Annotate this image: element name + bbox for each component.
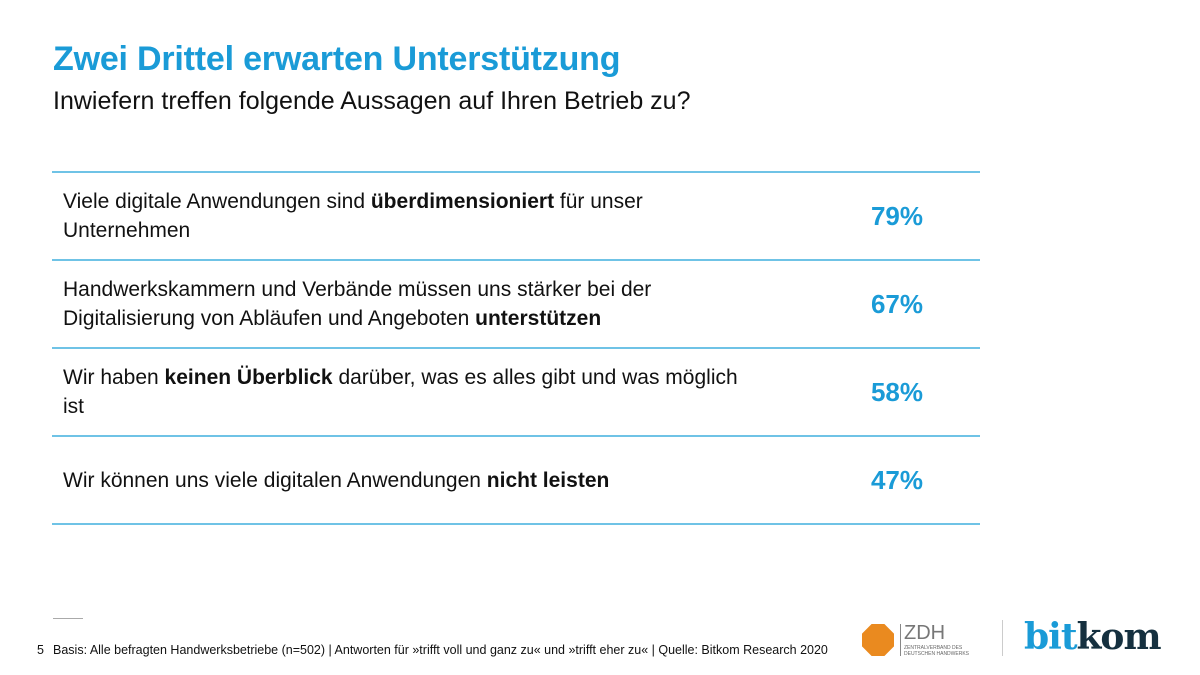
footer-divider <box>53 618 83 619</box>
percent-value: 58% <box>870 376 924 407</box>
logo-divider <box>1002 620 1003 656</box>
footer: 5 Basis: Alle befragten Handwerksbetriebe… <box>37 643 828 657</box>
statement-part: für unser Unternehmen <box>63 190 643 242</box>
statement-part: Wir können uns viele digitalen Anwendung… <box>63 468 487 492</box>
zdh-logo: ZDH ZENTRALVERBAND DES DEUTSCHEN HANDWER… <box>862 622 982 662</box>
percent-value: 47% <box>870 464 924 495</box>
statement-emphasis: nicht leisten <box>486 468 610 492</box>
table-row: Wir können uns viele digitalen Anwendung… <box>52 435 980 525</box>
statement-part: Handwerkskammern und Verbände müssen uns… <box>63 278 652 330</box>
statement-text: Wir haben keinen Überblick darüber, was … <box>63 363 763 421</box>
statement-part: darüber, was es alles gibt und was mögli… <box>63 366 738 418</box>
zdh-logo-subtitle: ZENTRALVERBAND DES DEUTSCHEN HANDWERKS <box>904 645 970 657</box>
percent-value: 67% <box>870 288 924 319</box>
table-row: Wir haben keinen Überblick darüber, was … <box>52 347 980 435</box>
statement-emphasis: überdimensioniert <box>370 190 555 213</box>
slide-title: Zwei Drittel erwarten Unterstützung <box>53 40 621 78</box>
statements-table: Viele digitale Anwendungen sind überdime… <box>52 171 980 525</box>
source-note: Basis: Alle befragten Handwerksbetriebe … <box>53 643 828 657</box>
statement-part: Viele digitale Anwendungen sind <box>63 190 371 213</box>
statement-emphasis: unterstützen <box>475 307 602 330</box>
percent-value: 79% <box>870 200 924 231</box>
bitkom-logo-part: kom <box>1076 616 1161 658</box>
zdh-logo-divider <box>900 624 901 656</box>
zdh-logo-name: ZDH <box>904 622 946 644</box>
statement-text: Wir können uns viele digitalen Anwendung… <box>63 466 763 495</box>
table-row: Handwerkskammern und Verbände müssen uns… <box>52 259 980 347</box>
slide-subtitle: Inwiefern treffen folgende Aussagen auf … <box>53 87 691 115</box>
zdh-logo-icon <box>862 624 894 656</box>
table-row: Viele digitale Anwendungen sind überdime… <box>52 171 980 259</box>
bitkom-logo-part: bit <box>1024 616 1077 658</box>
page-number: 5 <box>37 643 44 657</box>
statement-text: Handwerkskammern und Verbände müssen uns… <box>63 275 763 333</box>
statement-emphasis: keinen Überblick <box>164 366 333 389</box>
bitkom-logo: bitkom <box>1024 616 1162 658</box>
statement-part: Wir haben <box>63 366 165 389</box>
statement-text: Viele digitale Anwendungen sind überdime… <box>63 187 763 245</box>
